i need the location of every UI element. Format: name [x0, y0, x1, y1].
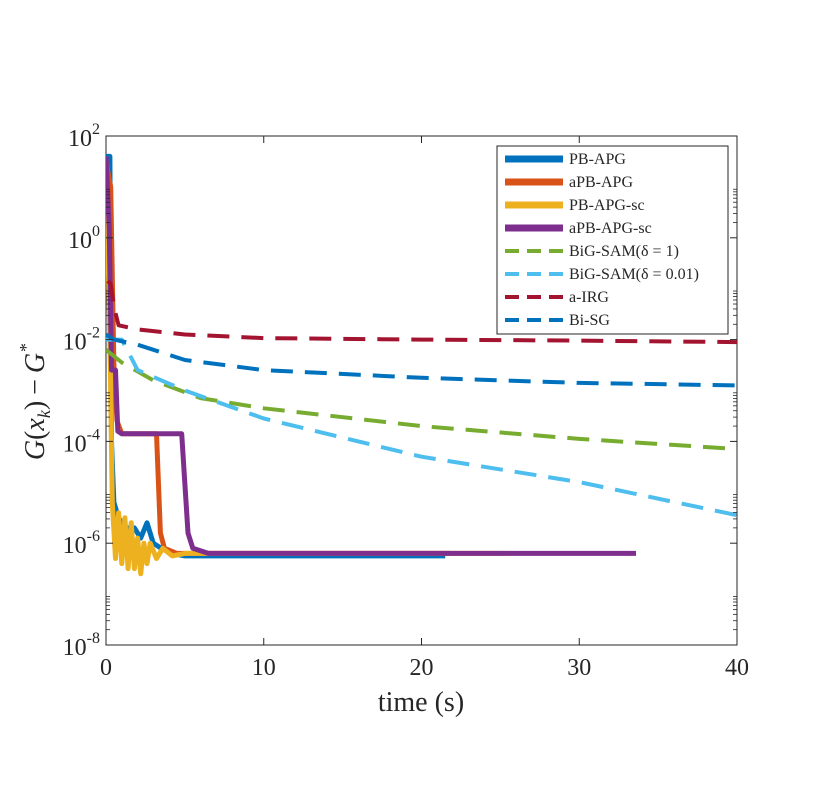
- legend-label-2: aPB-APG: [569, 174, 633, 191]
- y-label-sub: k: [34, 409, 54, 418]
- y-label-minus: −: [20, 379, 51, 395]
- series-line-4: [106, 156, 636, 556]
- y-label-sup: *: [16, 344, 36, 353]
- x-tick-label: 40: [725, 655, 749, 681]
- legend-label-3: PB-APG-sc: [569, 197, 645, 214]
- x-tick-label: 10: [252, 655, 276, 681]
- series-line-7: [106, 279, 737, 345]
- legend-box: [496, 145, 729, 335]
- y-tick-label: 10-6: [63, 528, 100, 559]
- y-tick-label: 102: [68, 121, 100, 152]
- svg-text:G(xk)−G*: G(xk)−G*: [16, 344, 54, 460]
- y-label-x: x: [20, 418, 51, 432]
- y-label-close: ): [20, 401, 51, 410]
- y-label-g: G: [20, 440, 51, 460]
- y-label-g2: G: [20, 353, 51, 373]
- y-tick-label: 10-4: [63, 426, 100, 457]
- series-line-8: [106, 332, 737, 388]
- y-axis-title: G(xk)−G*: [16, 344, 54, 460]
- y-tick-label: 10-2: [63, 325, 100, 356]
- series-line-6: [106, 337, 737, 518]
- x-tick-label: 30: [567, 655, 591, 681]
- legend-label-1: PB-APG: [569, 151, 626, 168]
- legend-label-5: BiG-SAM(δ = 1): [569, 243, 679, 260]
- x-tick-label: 20: [410, 655, 434, 681]
- series-line-5: [106, 348, 737, 451]
- x-tick-label: 0: [100, 655, 112, 681]
- legend-label-4: aPB-APG-sc: [569, 220, 652, 237]
- y-tick-label: 10-8: [63, 630, 100, 661]
- legend-label-8: Bi-SG: [569, 312, 610, 329]
- series-line-3: [106, 156, 506, 577]
- x-axis-title: time (s): [378, 687, 464, 718]
- y-label-open: (: [20, 431, 51, 440]
- legend-label-6: BiG-SAM(δ = 0.01): [569, 266, 699, 283]
- legend-label-7: a-IRG: [569, 289, 609, 306]
- y-tick-label: 100: [68, 223, 100, 254]
